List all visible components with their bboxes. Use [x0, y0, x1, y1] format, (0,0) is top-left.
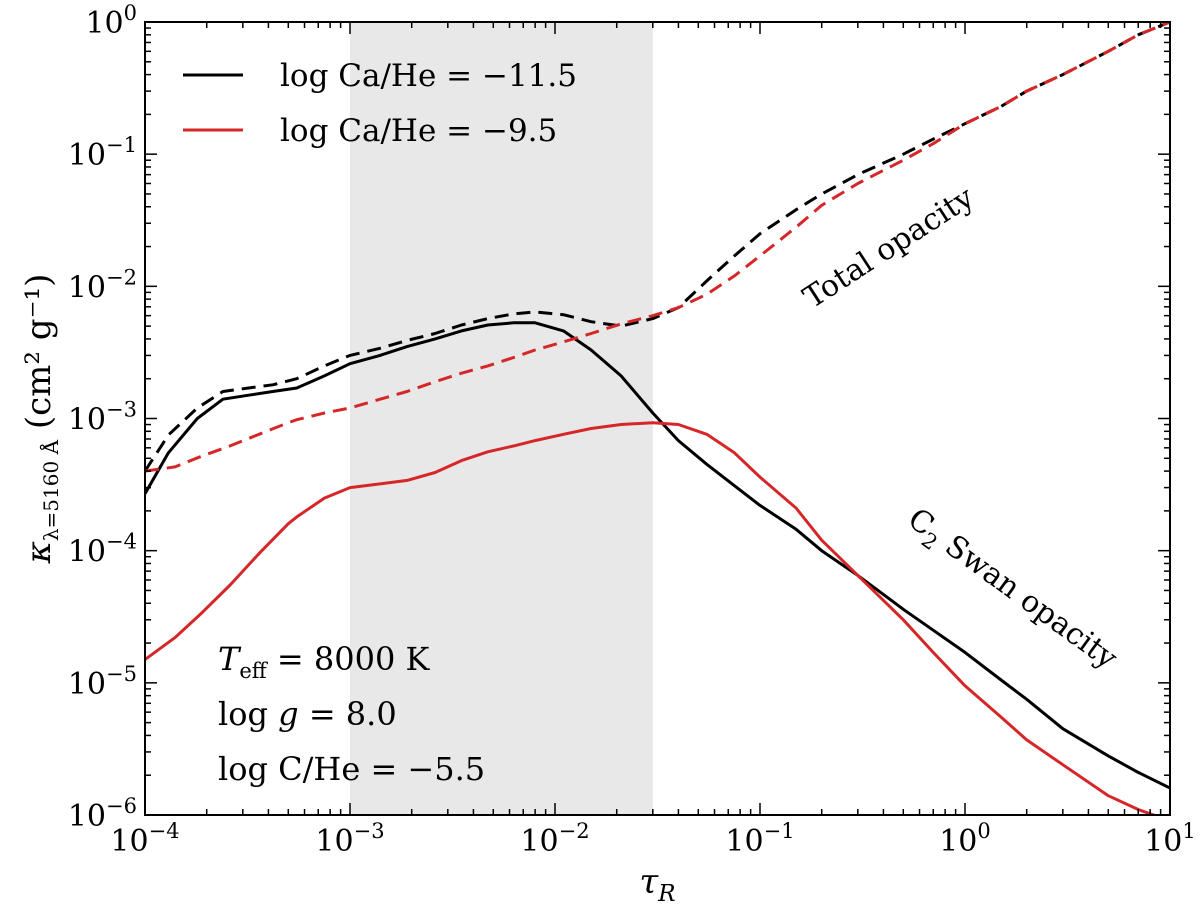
legend-label: log Ca/He = −11.5 [280, 58, 577, 94]
y-tick-label: 10−6 [68, 794, 137, 834]
series-line-swan-black [145, 321, 1170, 790]
legend: log Ca/He = −11.5 log Ca/He = −9.5 [183, 58, 577, 149]
series-line-total-red [145, 22, 1170, 473]
x-tick-label: 10−4 [110, 819, 179, 859]
y-axis-label: κλ=5160 Å (cm² g⁻¹) [19, 274, 63, 565]
tick-marks [144, 21, 1171, 816]
x-tick-label: 100 [939, 819, 991, 859]
y-tick-label: 10−2 [68, 265, 137, 305]
y-tick-label: 100 [85, 1, 137, 41]
x-tick-label: 10−3 [315, 819, 384, 859]
x-tick-label: 101 [1144, 819, 1196, 859]
c2-swan-opacity-label: C2 Swan opacity [898, 501, 1123, 680]
model-parameters: Teff = 8000 K log g = 8.0 log C/He = −5.5 [218, 640, 485, 788]
y-tick-label: 10−4 [68, 530, 137, 570]
parameter-line: Teff = 8000 K [218, 640, 430, 683]
series-group [145, 22, 1170, 815]
shaded-region [350, 22, 653, 815]
y-tick-label: 10−1 [68, 133, 137, 173]
parameter-line: log C/He = −5.5 [218, 750, 485, 788]
plot-area: 10−4 10−3 10−2 10−1 100 101 10−6 10−5 10−4 10−3 10… [19, 1, 1196, 907]
parameter-line: log g = 8.0 [218, 695, 397, 733]
legend-label: log Ca/He = −9.5 [280, 113, 557, 149]
x-axis-label: τR [639, 862, 675, 907]
y-tick-label: 10−3 [68, 398, 137, 438]
x-tick-label: 10−2 [520, 819, 589, 859]
x-tick-label: 10−1 [725, 819, 794, 859]
series-line-swan-red [145, 421, 1158, 815]
total-opacity-label: Total opacity [797, 180, 980, 316]
y-tick-label: 10−5 [68, 662, 137, 702]
